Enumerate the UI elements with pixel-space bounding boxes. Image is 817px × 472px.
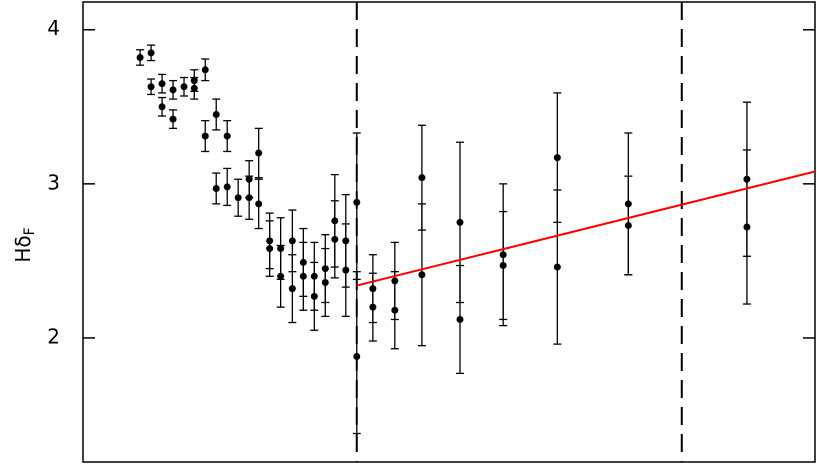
data-point [201, 66, 209, 74]
data-point [169, 115, 177, 123]
y-label-main: Hδ [11, 235, 35, 262]
data-point [499, 262, 507, 270]
y-tick-label: 4 [47, 16, 60, 40]
data-point [277, 272, 285, 280]
fit-line [356, 170, 816, 287]
data-point [234, 194, 242, 202]
data-point [391, 306, 399, 314]
y-axis-label: HδF [11, 227, 39, 262]
data-point [310, 292, 318, 300]
data-point [201, 132, 209, 140]
data-point [321, 278, 329, 286]
data-point [369, 303, 377, 311]
data-point [288, 285, 296, 293]
data-point [353, 352, 361, 360]
data-point [147, 49, 155, 57]
plot-frame [82, 1, 816, 463]
data-point [180, 83, 188, 91]
data-point [288, 237, 296, 245]
data-point [158, 80, 166, 88]
data-point [331, 235, 339, 243]
data-point [212, 184, 220, 192]
data-point [223, 183, 231, 191]
data-point [553, 263, 561, 271]
y-tick-label: 3 [47, 170, 60, 194]
data-point [245, 194, 253, 202]
y-label-sub: F [22, 227, 38, 235]
data-point [158, 103, 166, 111]
data-point [418, 271, 426, 279]
data-point [255, 200, 263, 208]
data-point [169, 86, 177, 94]
data-point [456, 218, 464, 226]
data-point [190, 84, 198, 92]
data-point [299, 272, 307, 280]
data-point [743, 223, 751, 231]
data-point [624, 221, 632, 229]
data-point [212, 110, 220, 118]
data-point [266, 245, 274, 253]
data-point [353, 198, 361, 206]
data-point [342, 266, 350, 274]
data-point [456, 315, 464, 323]
data-point [223, 132, 231, 140]
data-point [553, 154, 561, 162]
y-tick-label: 2 [47, 324, 60, 348]
data-point [255, 149, 263, 157]
data-point [418, 174, 426, 182]
data-point [136, 53, 144, 61]
data-point [147, 83, 155, 91]
